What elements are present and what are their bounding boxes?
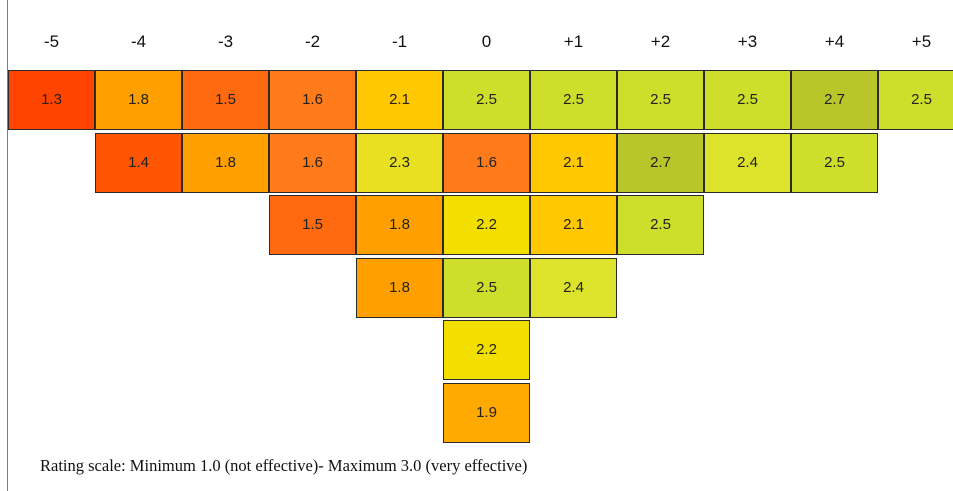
heatmap-cell: 2.7 [617,132,704,193]
column-label: -1 [391,32,408,51]
column-label: -2 [304,32,321,51]
heatmap-cell: 2.2 [443,320,530,380]
heatmap-cell: 1.8 [182,132,269,193]
heatmap-cell: 1.9 [443,382,530,443]
heatmap-cell: 1.4 [95,132,182,193]
heatmap-cell: 1.8 [356,195,443,255]
heatmap-cell: 2.1 [356,70,443,130]
column-label: 0 [481,32,492,51]
chart-frame [7,0,952,491]
heatmap-cell: 2.5 [878,70,953,130]
heatmap-cell: 2.5 [704,70,791,130]
heatmap-cell: 1.5 [269,195,356,255]
heatmap-cell: 2.4 [704,132,791,193]
heatmap-cell: 2.1 [530,132,617,193]
column-label: +2 [650,32,671,51]
column-label: +1 [563,32,584,51]
heatmap-cell: 1.6 [269,132,356,193]
heatmap-cell: 2.5 [617,70,704,130]
heatmap-cell: 1.8 [95,70,182,130]
heatmap-cell: 2.4 [530,257,617,318]
column-label: -5 [43,32,60,51]
heatmap-cell: 2.7 [791,70,878,130]
heatmap-cell: 2.5 [443,70,530,130]
heatmap-cell: 2.5 [530,70,617,130]
heatmap-cell: 2.5 [791,132,878,193]
heatmap-cell: 1.8 [356,257,443,318]
heatmap-cell: 1.6 [269,70,356,130]
heatmap-cell: 1.6 [443,132,530,193]
column-label: +5 [911,32,932,51]
heatmap-cell: 2.3 [356,132,443,193]
column-label: +4 [824,32,845,51]
heatmap-cell: 2.5 [443,257,530,318]
column-label: +3 [737,32,758,51]
heatmap-cell: 2.5 [617,195,704,255]
heatmap-cell: 1.5 [182,70,269,130]
heatmap-cell: 2.1 [530,195,617,255]
column-label: -3 [217,32,234,51]
column-label: -4 [130,32,147,51]
heatmap-cell: 1.3 [8,70,95,130]
heatmap-cell: 2.2 [443,195,530,255]
rating-scale-caption: Rating scale: Minimum 1.0 (not effective… [40,456,528,475]
